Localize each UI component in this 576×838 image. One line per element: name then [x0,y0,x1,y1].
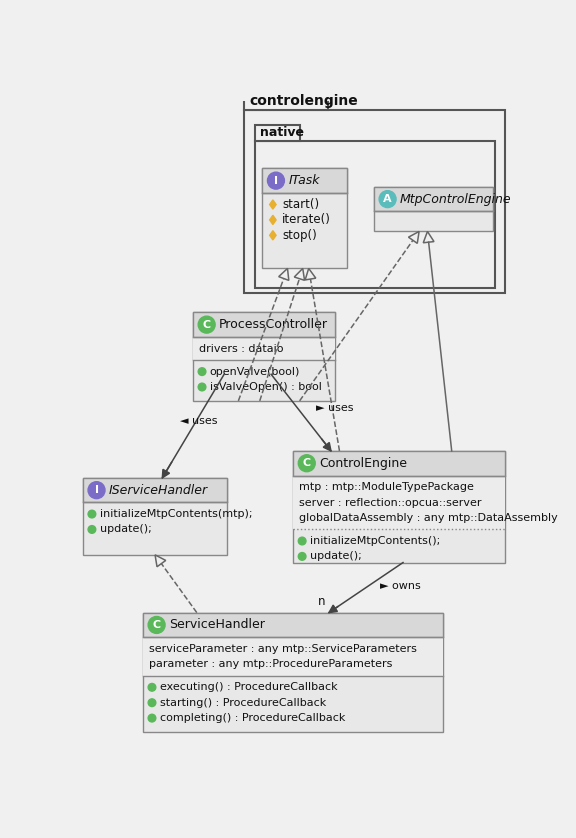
Text: completing() : ProcedureCallback: completing() : ProcedureCallback [160,713,345,723]
Bar [143,637,443,675]
Text: iterate(): iterate() [282,214,331,226]
Text: initializeMtpContents(mtp);: initializeMtpContents(mtp); [100,509,252,519]
Text: ► uses: ► uses [316,403,354,413]
Bar [143,613,443,637]
Text: I: I [274,176,278,186]
Text: starting() : ProcedureCallback: starting() : ProcedureCallback [160,698,326,708]
Circle shape [198,383,206,391]
Text: drivers : dataio: drivers : dataio [199,344,283,354]
Circle shape [298,455,315,472]
Text: ProcessController: ProcessController [219,318,328,331]
Circle shape [148,699,156,706]
Text: mtp : mtp::ModuleTypePackage: mtp : mtp::ModuleTypePackage [299,482,474,492]
Polygon shape [270,200,276,210]
Bar [293,451,505,475]
Bar [143,613,443,732]
Bar [293,475,505,530]
Polygon shape [162,469,169,478]
Circle shape [298,552,306,561]
Circle shape [198,368,206,375]
Text: I: I [94,485,98,495]
Bar [374,187,493,211]
Text: n: n [317,595,325,608]
Circle shape [88,525,96,533]
Text: update();: update(); [100,525,151,535]
Text: update();: update(); [310,551,362,561]
Polygon shape [270,215,276,225]
Text: native: native [260,127,304,139]
Text: ITask: ITask [288,174,320,187]
Text: server : reflection::opcua::server: server : reflection::opcua::server [299,498,482,508]
Bar [193,313,335,337]
Circle shape [148,684,156,691]
Circle shape [148,617,165,634]
Polygon shape [323,442,331,451]
Text: stop(): stop() [282,229,317,242]
Circle shape [198,316,215,333]
Circle shape [88,510,96,518]
Text: ◄ uses: ◄ uses [180,416,218,427]
Polygon shape [270,230,276,240]
Text: executing() : ProcedureCallback: executing() : ProcedureCallback [160,682,338,692]
Text: serviceParameter : any mtp::ServiceParameters: serviceParameter : any mtp::ServiceParam… [149,644,417,654]
Text: MtpControlEngine: MtpControlEngine [400,193,511,205]
Text: controlengine: controlengine [249,95,358,108]
Bar [244,93,328,110]
Bar [262,168,347,193]
Text: C: C [203,319,211,329]
Text: C: C [153,620,161,630]
Circle shape [379,191,396,208]
Text: initializeMtpContents();: initializeMtpContents(); [310,536,440,546]
Bar [244,110,505,293]
Bar [83,478,228,555]
Text: ServiceHandler: ServiceHandler [169,618,265,631]
Bar [374,187,493,231]
Bar [293,451,505,562]
Bar [83,478,228,503]
Text: ControlEngine: ControlEngine [319,457,407,470]
Bar [193,313,335,401]
Text: isValveOpen() : bool: isValveOpen() : bool [210,382,321,392]
Text: globalDataAssembly : any mtp::DataAssembly: globalDataAssembly : any mtp::DataAssemb… [299,513,558,523]
Text: IServiceHandler: IServiceHandler [109,484,208,497]
Text: openValve(bool): openValve(bool) [210,366,300,376]
Circle shape [267,172,285,189]
Polygon shape [329,605,338,613]
Text: A: A [383,194,392,204]
Text: start(): start() [282,198,319,211]
Circle shape [148,714,156,722]
Bar [262,168,347,268]
Text: ► owns: ► owns [380,581,420,591]
Text: C: C [302,458,311,468]
Bar [193,337,335,360]
Text: parameter : any mtp::ProcedureParameters: parameter : any mtp::ProcedureParameters [149,660,392,670]
Bar [255,125,300,141]
Circle shape [88,482,105,499]
Bar [255,141,495,288]
Circle shape [298,537,306,545]
